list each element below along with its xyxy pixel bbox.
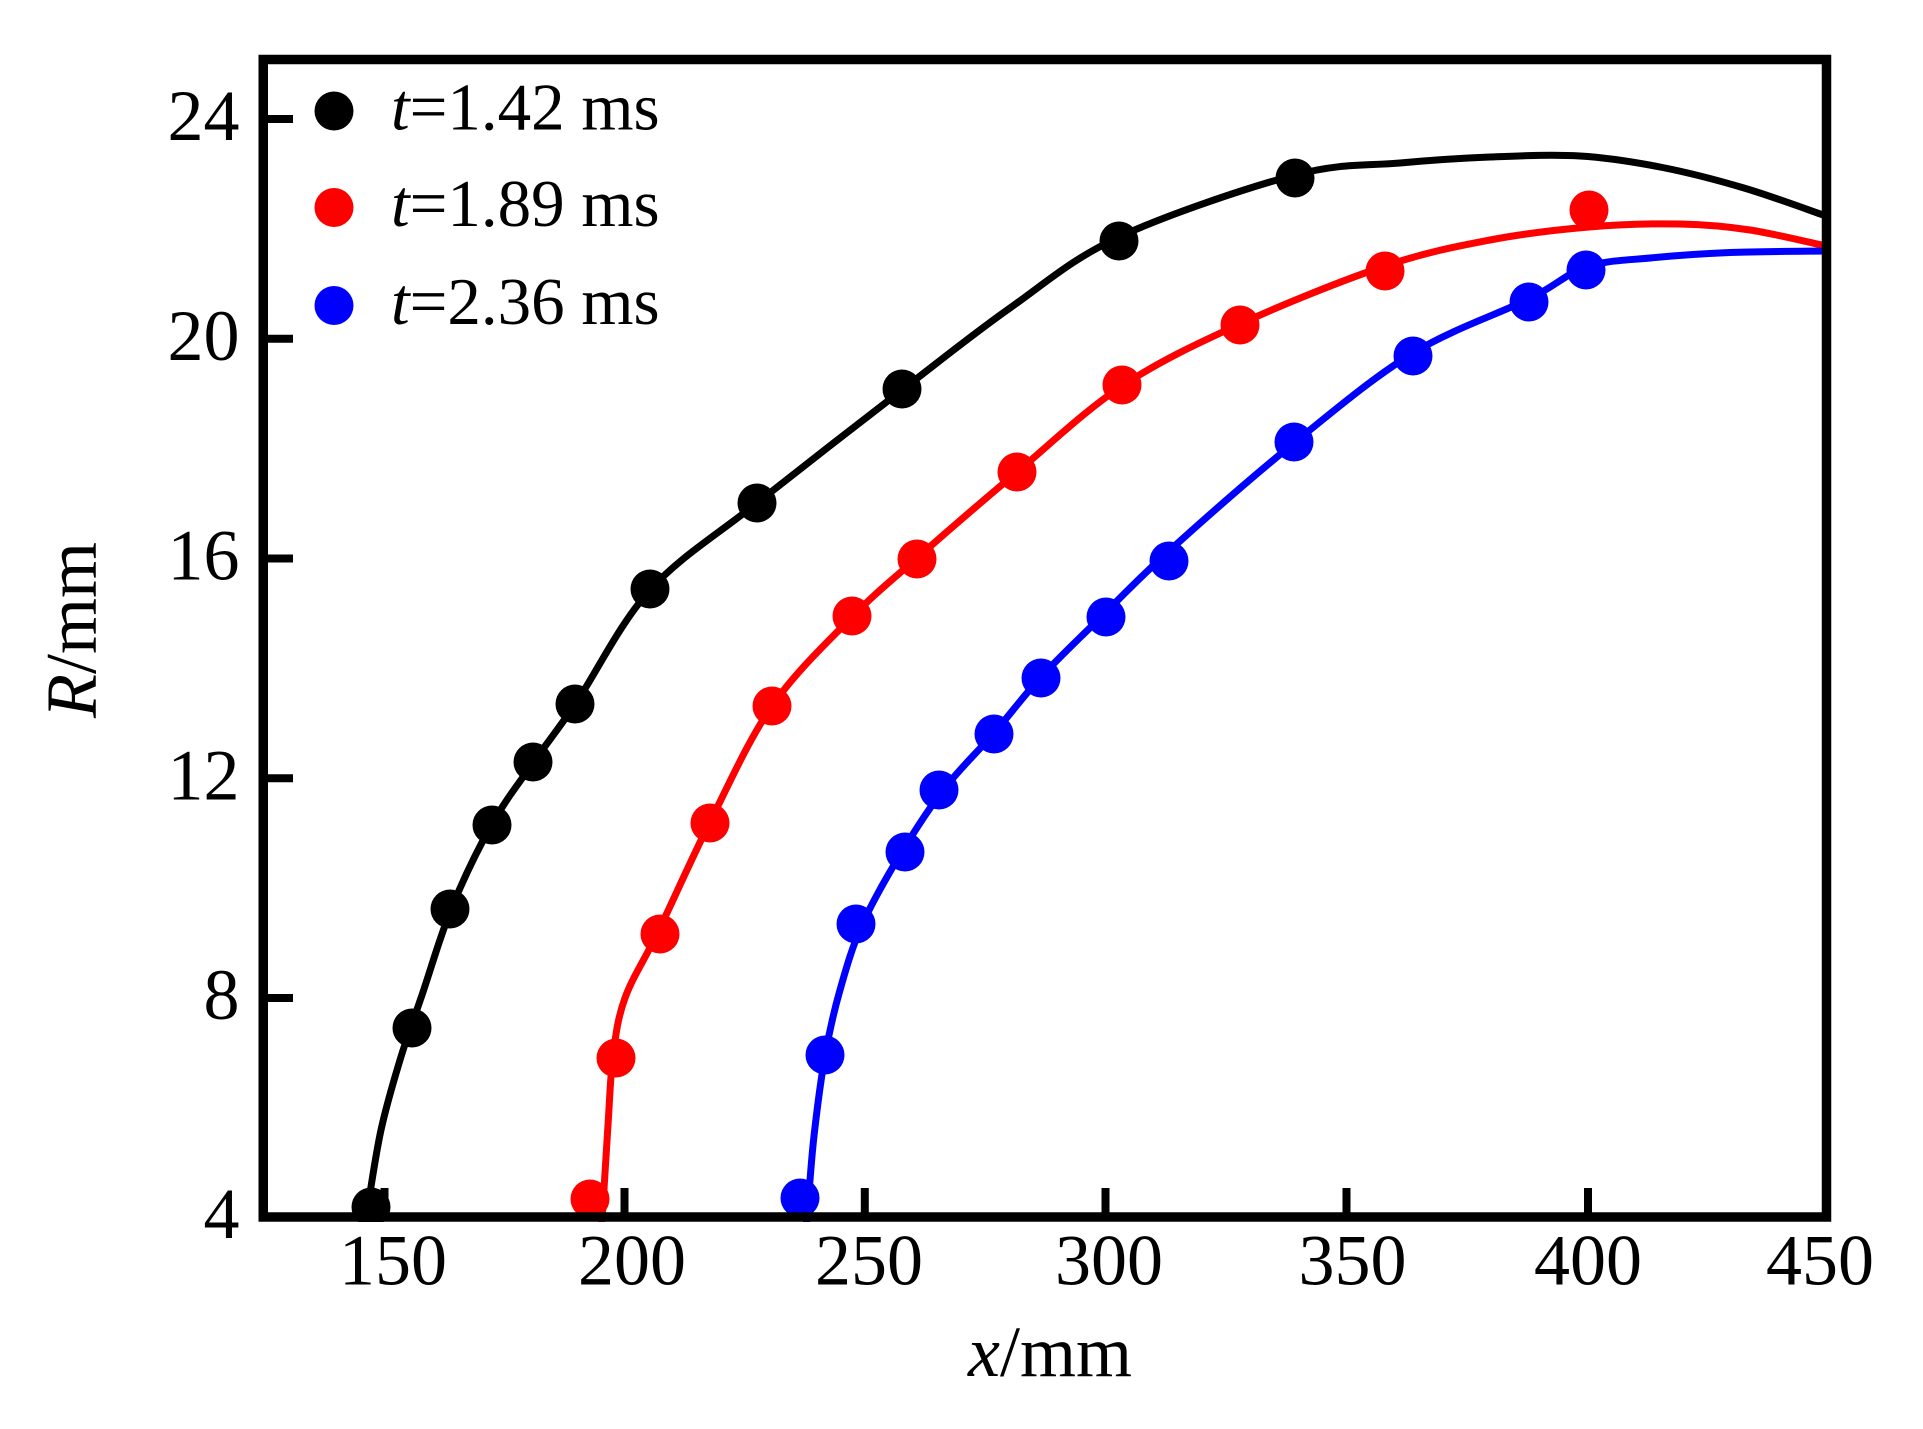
- svg-text:24: 24: [168, 76, 240, 156]
- svg-text:t=1.42 ms: t=1.42 ms: [391, 71, 660, 145]
- svg-text:350: 350: [1299, 1221, 1407, 1301]
- svg-text:t=1.89 ms: t=1.89 ms: [391, 167, 660, 241]
- svg-text:200: 200: [578, 1221, 686, 1301]
- svg-text:8: 8: [204, 955, 240, 1035]
- svg-text:150: 150: [339, 1221, 447, 1301]
- svg-text:450: 450: [1766, 1221, 1874, 1301]
- svg-text:250: 250: [815, 1221, 923, 1301]
- svg-text:20: 20: [168, 296, 240, 376]
- svg-text:x/mm: x/mm: [967, 1312, 1132, 1392]
- svg-text:4: 4: [204, 1174, 240, 1254]
- svg-text:300: 300: [1055, 1221, 1163, 1301]
- svg-text:t=2.36 ms: t=2.36 ms: [391, 265, 660, 339]
- svg-text:16: 16: [168, 516, 240, 596]
- svg-text:12: 12: [168, 735, 240, 815]
- svg-text:R/mm: R/mm: [32, 542, 112, 719]
- svg-text:400: 400: [1534, 1221, 1642, 1301]
